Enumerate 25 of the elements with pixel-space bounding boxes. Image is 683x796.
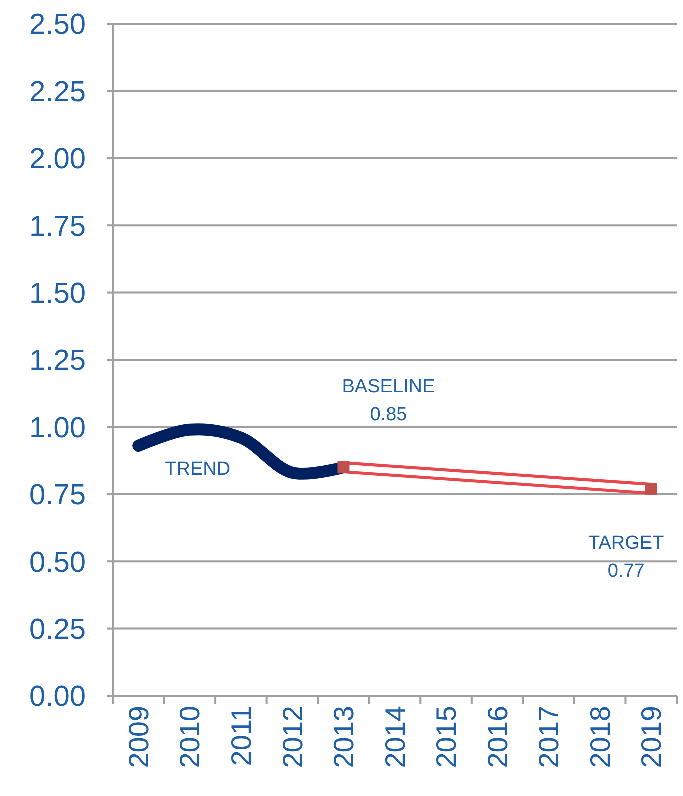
- y-tick-label: 1.25: [30, 345, 86, 378]
- x-tick-label: 2019: [636, 706, 668, 768]
- x-tick-label: 2015: [431, 706, 462, 768]
- y-tick-label: 0.00: [30, 681, 86, 714]
- annotation: TARGET 0.77: [588, 533, 665, 582]
- annotation: BASELINE 0.85: [342, 376, 436, 426]
- x-tick-label: 2011: [226, 706, 257, 766]
- y-tick-label: 0.50: [30, 546, 86, 579]
- y-tick-label: 1.75: [30, 210, 86, 243]
- y-tick-label: 1.50: [30, 278, 86, 310]
- x-tick-label: 2012: [277, 706, 308, 768]
- y-tick-label: 0.25: [30, 614, 86, 646]
- y-tick-label: 1.00: [30, 412, 86, 444]
- y-tick-label: 2.50: [30, 9, 86, 42]
- x-tick-label: 2018: [584, 706, 616, 768]
- y-tick-label: 0.75: [30, 480, 86, 512]
- x-tick-label: 2009: [123, 706, 154, 768]
- x-tick-label: 2010: [174, 706, 206, 768]
- x-tick-label: 2013: [328, 706, 360, 768]
- x-tick-label: 2016: [482, 706, 514, 768]
- y-tick-label: 2.00: [30, 144, 86, 176]
- x-tick-label: 2014: [380, 706, 411, 768]
- y-tick-label: 2.25: [30, 76, 86, 108]
- x-tick-label: 2017: [534, 706, 565, 768]
- series-label: TREND: [165, 458, 231, 480]
